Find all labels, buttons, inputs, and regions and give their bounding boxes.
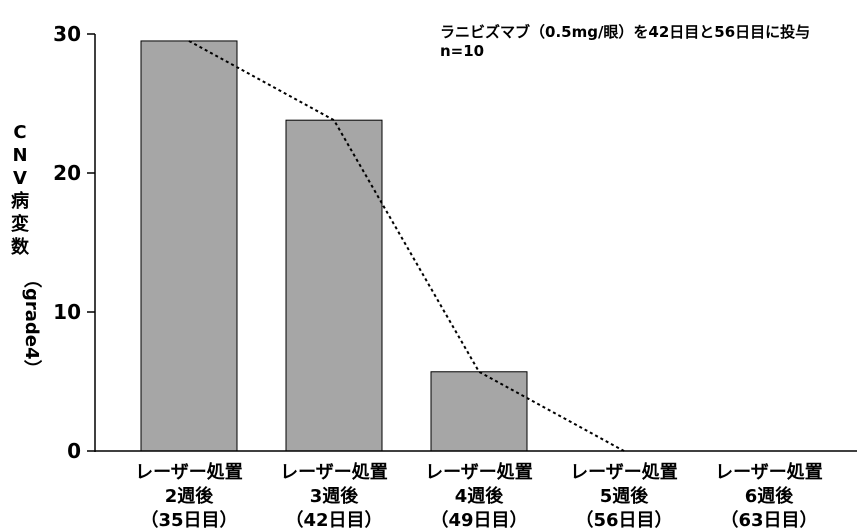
trend-line-path — [188, 40, 625, 452]
x-tick-label: 5週後 — [600, 485, 650, 507]
trend-line — [188, 40, 625, 452]
x-tick-label: （42日目） — [285, 510, 382, 531]
y-tick-label: 20 — [53, 161, 81, 185]
x-tick-label: レーザー処置 — [715, 461, 823, 483]
bar — [285, 119, 383, 452]
x-tick-label: レーザー処置 — [135, 461, 243, 483]
x-tick-label: （35日目） — [140, 510, 237, 531]
bars — [140, 40, 528, 452]
x-axis: レーザー処置2週後（35日目）レーザー処置3週後（42日目）レーザー処置4週後（… — [95, 450, 857, 531]
y-tick-label: 0 — [67, 439, 81, 463]
x-tick-label: 2週後 — [165, 485, 215, 507]
y-axis-label-part: 変 — [11, 213, 29, 235]
x-tick-label: レーザー処置 — [280, 461, 388, 483]
y-axis-label-part: N — [12, 145, 27, 166]
x-tick-label: 6週後 — [745, 485, 795, 507]
bar — [140, 40, 238, 452]
x-tick-label: （49日目） — [430, 510, 527, 531]
annotation-text: ラニビズマブ（0.5mg/眼）を42日目と56日目に投与 — [440, 23, 810, 41]
y-tick-label: 30 — [53, 22, 81, 46]
x-tick-label: 3週後 — [310, 485, 360, 507]
bar — [430, 371, 528, 452]
x-tick-label: 4週後 — [455, 485, 505, 507]
annotation-text: n=10 — [440, 42, 484, 60]
x-tick-label: （56日目） — [575, 510, 672, 531]
x-tick-label: レーザー処置 — [570, 461, 678, 483]
x-tick-label: （63日目） — [720, 510, 817, 531]
y-tick-label: 10 — [53, 300, 81, 324]
y-axis-label-part: 数 — [11, 236, 30, 258]
y-axis: 0 10 20 30 — [53, 22, 96, 463]
y-axis-label-part: C — [13, 122, 26, 143]
y-axis-label-part: V — [13, 168, 27, 189]
y-axis-label-part: 病 — [11, 190, 29, 212]
x-tick-label: レーザー処置 — [425, 461, 533, 483]
y-axis-label-part: （grade4） — [21, 270, 42, 378]
